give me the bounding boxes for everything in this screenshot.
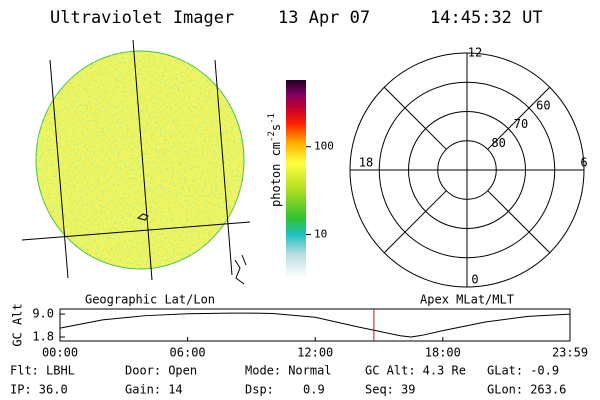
- earth-image: [21, 39, 251, 285]
- info-value: 4.3 Re: [423, 364, 466, 378]
- right-panel-label: Apex MLat/MLT: [420, 293, 514, 307]
- info-label: GLon:: [487, 383, 523, 397]
- mlt-label: 6: [580, 156, 587, 170]
- polar-diagonal: [383, 86, 447, 150]
- info-value: Normal: [288, 364, 331, 378]
- colorbar-label: photon cm-2s-1: [267, 113, 283, 207]
- mlt-label: 0: [471, 273, 478, 287]
- colorbar-tick-label: 100: [314, 140, 334, 153]
- info-label: Flt:: [10, 364, 39, 378]
- info-label: GLat:: [487, 364, 523, 378]
- left-panel-label: Geographic Lat/Lon: [85, 293, 215, 307]
- info-value: LBHL: [46, 364, 75, 378]
- title: Ultraviolet Imager: [50, 8, 234, 28]
- x-tick-label: 18:00: [425, 346, 461, 360]
- x-tick-label: 06:00: [170, 346, 206, 360]
- info-label: Gain:: [125, 383, 161, 397]
- info-label: Mode:: [245, 364, 281, 378]
- lat-label: 70: [514, 117, 528, 131]
- colorbar: [286, 80, 306, 278]
- date: 13 Apr 07: [278, 8, 370, 28]
- y-tick-label: 1.8: [32, 330, 54, 344]
- x-tick-label: 12:00: [297, 346, 333, 360]
- x-tick-label: 23:59: [552, 346, 588, 360]
- y-tick-label: 9.0: [32, 307, 54, 321]
- orbit-frame: [59, 308, 571, 342]
- lat-label: 60: [536, 98, 550, 112]
- info-value: Open: [168, 364, 197, 378]
- polar-diagonal: [487, 86, 551, 150]
- time: 14:45:32 UT: [430, 8, 543, 28]
- info-value: -0.9: [530, 364, 559, 378]
- info-label: Dsp:: [245, 383, 274, 397]
- polar-diagonal: [383, 190, 447, 254]
- mlt-label: 18: [359, 156, 373, 170]
- colorbar-tick-label: 10: [314, 228, 327, 241]
- orbit-line: [59, 312, 571, 338]
- info-value: 14: [168, 383, 182, 397]
- polar-diagonal: [487, 190, 551, 254]
- mlt-label: 12: [468, 46, 482, 60]
- info-value: 263.6: [530, 383, 566, 397]
- y-axis-label: GC Alt: [11, 303, 25, 346]
- lat-label: 80: [491, 136, 505, 150]
- info-label: Seq:: [365, 383, 394, 397]
- info-label: IP:: [10, 383, 32, 397]
- info-label: Door:: [125, 364, 161, 378]
- info-value: 0.9: [303, 383, 325, 397]
- info-value: 36.0: [39, 383, 68, 397]
- info-label: GC Alt:: [365, 364, 416, 378]
- x-tick-label: 00:00: [42, 346, 78, 360]
- info-value: 39: [401, 383, 415, 397]
